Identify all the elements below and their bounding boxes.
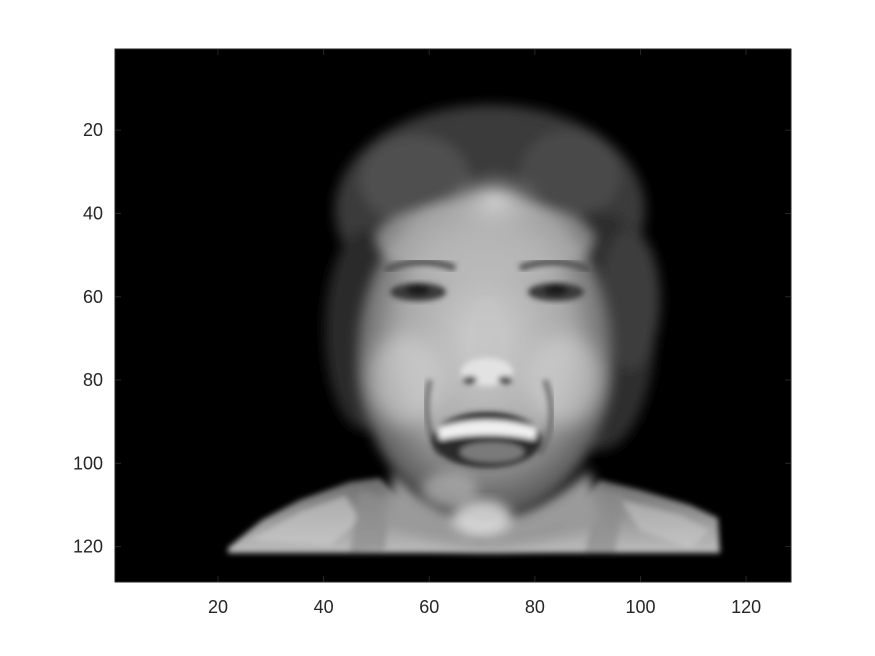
y-tick-label: 80 [83,370,103,390]
y-tick-label: 40 [83,203,103,223]
y-tick-label: 120 [73,537,103,557]
y-tick-label: 20 [83,120,103,140]
axes-frame [114,48,792,583]
x-tick-label: 60 [419,597,439,617]
x-tick-label: 20 [208,597,228,617]
y-tick-label: 100 [73,453,103,473]
ticks: 20 40 60 80 100 120 20 40 60 80 100 120 [73,49,791,617]
y-tick-label: 60 [83,287,103,307]
x-tick-label: 100 [625,597,655,617]
face-image [115,49,791,582]
x-tick-label: 120 [731,597,761,617]
x-tick-label: 80 [525,597,545,617]
x-tick-label: 40 [314,597,334,617]
